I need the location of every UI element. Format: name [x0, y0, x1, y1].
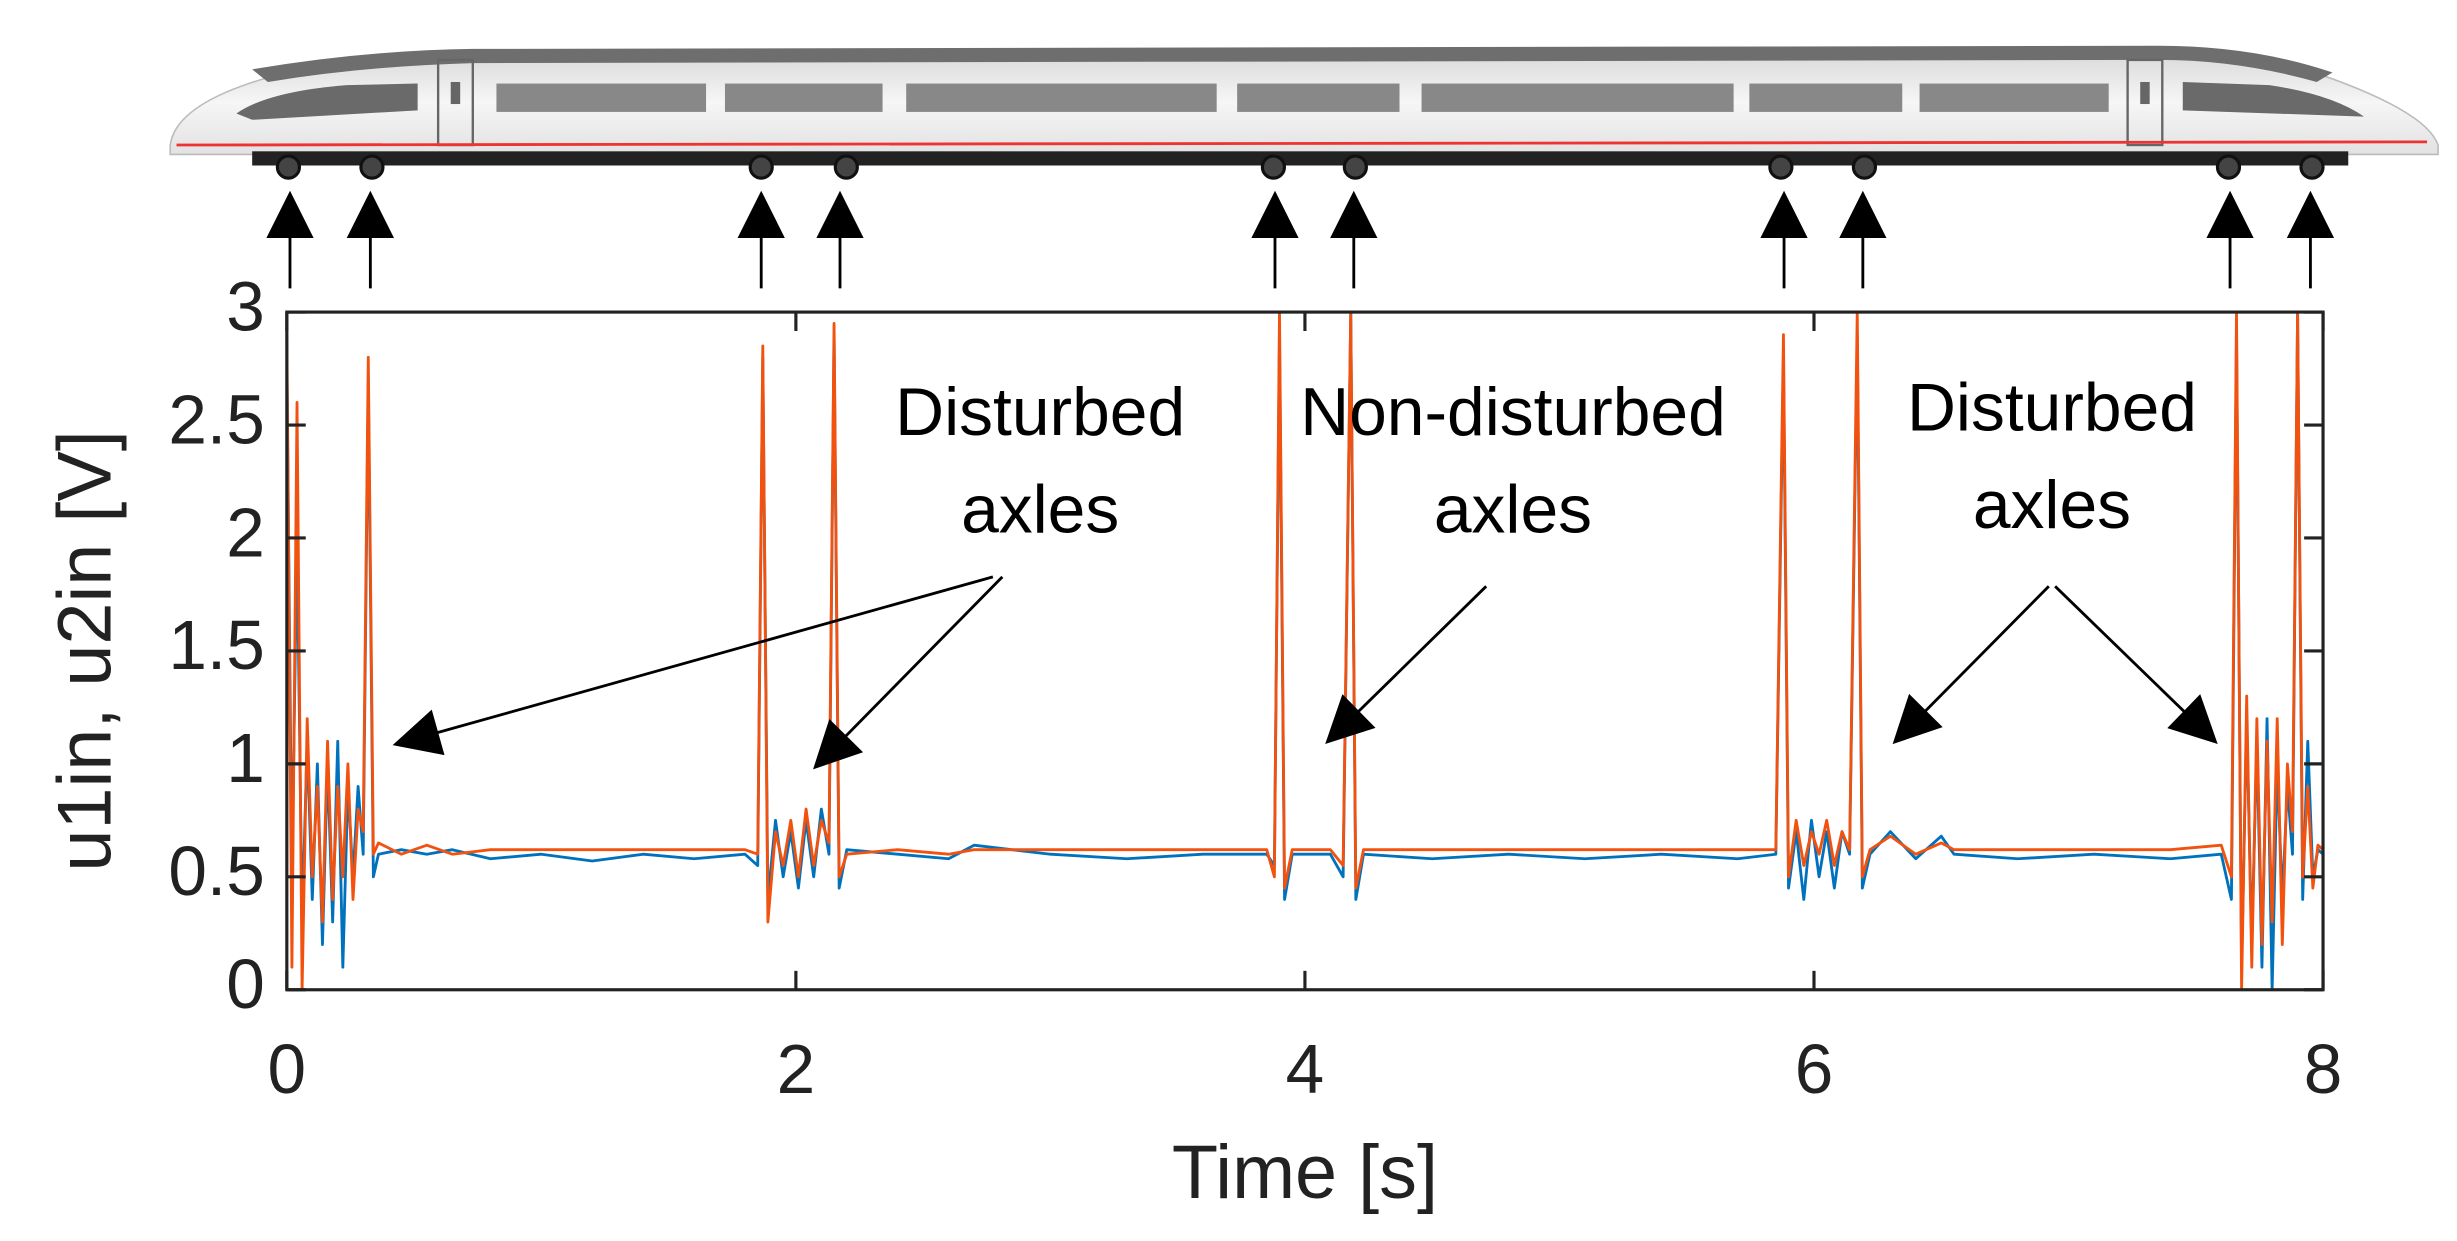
- annotation: axles: [1434, 473, 1592, 548]
- x-tick-label: 0: [268, 1030, 307, 1108]
- y-tick-label: 1.5: [168, 606, 264, 684]
- data-line: [285, 310, 2324, 992]
- train: [169, 45, 2439, 289]
- annotation-arrows: [392, 575, 2218, 770]
- x-tick-label: 2: [777, 1030, 816, 1108]
- annotation: axles: [961, 473, 1119, 548]
- annotations: Disturbed axles Non-disturbed axles Dist…: [895, 370, 2197, 547]
- x-axis-label: Time [s]: [1172, 1131, 1438, 1215]
- x-tick-label: 8: [2304, 1030, 2343, 1108]
- y-axis-label: u1in, u2in [V]: [43, 430, 127, 871]
- annotation: Disturbed: [895, 375, 1185, 450]
- y-tick-label: 0.5: [168, 832, 264, 910]
- y-tick-label: 2: [226, 493, 265, 571]
- annotation: axles: [1973, 468, 2131, 543]
- y-tick-label: 2.5: [168, 380, 264, 458]
- x-tick-label: 4: [1286, 1030, 1325, 1108]
- annotation: Non-disturbed: [1300, 375, 1726, 450]
- annotation: Disturbed: [1907, 370, 2197, 445]
- x-tick-label: 6: [1795, 1030, 1834, 1108]
- y-tick-label: 1: [226, 719, 265, 797]
- y-tick-label: 0: [226, 945, 265, 1023]
- y-tick-label: 3: [226, 267, 265, 345]
